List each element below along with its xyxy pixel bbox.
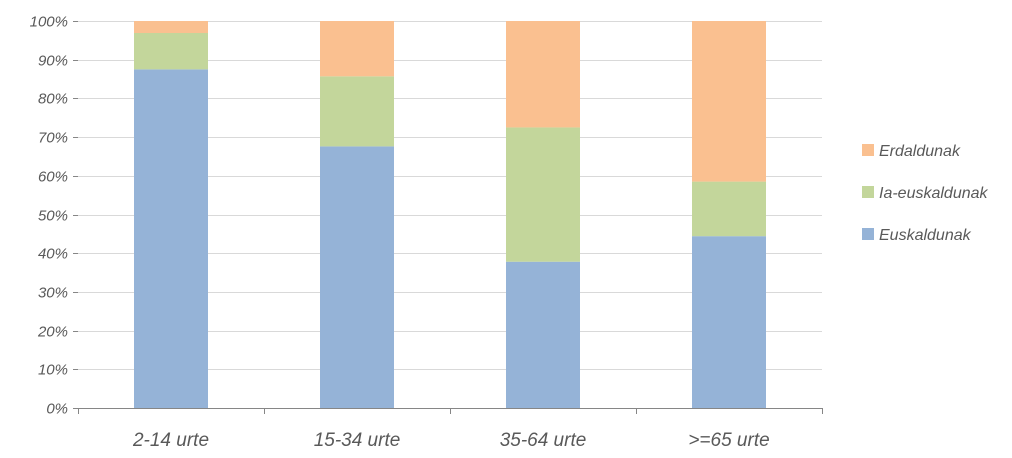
y-tick-label: 80%: [38, 91, 68, 108]
bar-segment-euskaldunak-3: [506, 261, 580, 408]
x-tick-label: >=65 urte: [688, 430, 769, 451]
bar-segment-erdaldunak-2: [320, 21, 394, 77]
legend-swatch-euskaldunak: [862, 228, 874, 240]
bar-segment-euskaldunak-2: [320, 146, 394, 408]
bar-segment-erdaldunak-3: [506, 21, 580, 128]
y-tick-label: 100%: [30, 14, 68, 31]
bar-segment-ia-euskaldunak-2: [320, 76, 394, 147]
y-tick-label: 70%: [38, 130, 68, 147]
legend-swatch-erdaldunak: [862, 144, 874, 156]
legend: Erdaldunak Ia-euskaldunak Euskaldunak: [862, 143, 989, 244]
bar-segment-euskaldunak-1: [134, 69, 208, 408]
legend-swatch-ia-euskaldunak: [862, 186, 874, 198]
axes: 0% 10% 20% 30% 40% 50% 60% 70% 80% 90% 100% 2-14 ur…: [30, 14, 823, 451]
bar-segment-ia-euskaldunak-4: [692, 181, 766, 237]
y-tick-label: 20%: [37, 324, 68, 341]
y-tick-label: 60%: [38, 169, 68, 186]
legend-label-euskaldunak: Euskaldunak: [879, 227, 972, 244]
y-tick-label: 50%: [38, 208, 68, 225]
legend-label-erdaldunak: Erdaldunak: [879, 143, 961, 160]
bar-segment-ia-euskaldunak-1: [134, 32, 208, 70]
y-tick-label: 90%: [38, 53, 68, 70]
bar-segment-erdaldunak-1: [134, 21, 208, 33]
bar-segment-euskaldunak-4: [692, 236, 766, 408]
x-tick-label: 2-14 urte: [132, 430, 209, 451]
y-tick-label: 30%: [38, 285, 68, 302]
bar-segment-ia-euskaldunak-3: [506, 127, 580, 262]
x-tick-label: 15-34 urte: [314, 430, 401, 451]
y-tick-label: 0%: [46, 401, 68, 418]
bars: [134, 21, 766, 408]
y-tick-label: 10%: [38, 362, 68, 379]
bar-segment-erdaldunak-4: [692, 21, 766, 182]
legend-label-ia-euskaldunak: Ia-euskaldunak: [879, 185, 989, 202]
y-tick-label: 40%: [38, 246, 68, 263]
x-tick-label: 35-64 urte: [500, 430, 587, 451]
